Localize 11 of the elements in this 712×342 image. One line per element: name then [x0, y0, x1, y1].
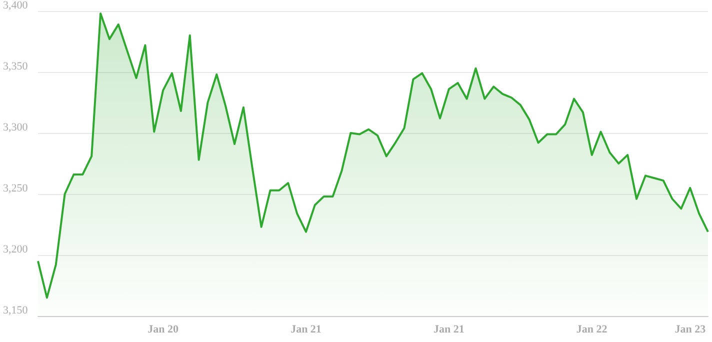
x-tick-label: Jan 22 — [576, 324, 608, 336]
x-tick-label: Jan 20 — [148, 324, 179, 336]
y-tick-label: 3,350 — [3, 60, 28, 72]
x-tick-label: Jan 21 — [433, 324, 464, 336]
y-tick-label: 3,200 — [3, 244, 28, 256]
y-tick-label: 3,250 — [3, 182, 28, 194]
y-tick-label: 3,300 — [3, 122, 28, 134]
y-tick-label: 3,150 — [3, 304, 28, 316]
y-tick-label: 3,400 — [3, 0, 28, 12]
x-tick-label: Jan 21 — [290, 324, 322, 336]
x-tick-label: Jan 23 — [674, 324, 706, 336]
